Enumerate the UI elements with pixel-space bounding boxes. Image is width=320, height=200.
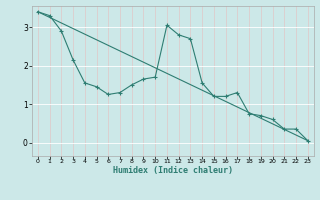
X-axis label: Humidex (Indice chaleur): Humidex (Indice chaleur) [113,166,233,175]
